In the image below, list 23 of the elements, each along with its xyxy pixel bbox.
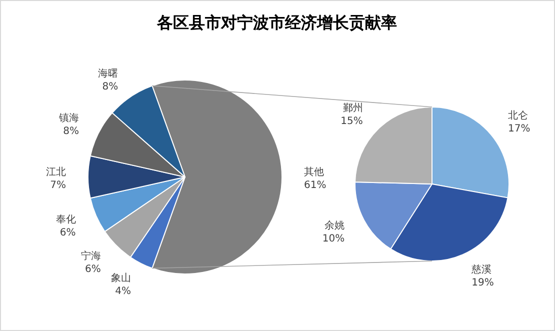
slice-label: 海曙 bbox=[98, 68, 118, 80]
data-label: 10% bbox=[322, 234, 345, 245]
data-label: 17% bbox=[508, 124, 530, 135]
data-label: 4% bbox=[115, 286, 131, 298]
data-label: 8% bbox=[63, 126, 79, 137]
slice-label: 北仑 bbox=[508, 110, 528, 122]
slice-label: 宁海 bbox=[80, 250, 101, 262]
slice-label: 象山 bbox=[110, 272, 131, 284]
slice-label: 鄞州 bbox=[342, 102, 363, 114]
slice-label: 慈溪 bbox=[470, 264, 492, 276]
slice-label: 余姚 bbox=[324, 220, 345, 232]
slice-label: 镇海 bbox=[58, 112, 79, 124]
data-label: 7% bbox=[50, 180, 66, 191]
slice-label: 奉化 bbox=[56, 213, 76, 226]
data-label: 8% bbox=[102, 82, 118, 93]
slice-label: 江北 bbox=[46, 166, 66, 178]
data-label: 6% bbox=[84, 264, 101, 276]
data-label: 61% bbox=[304, 180, 326, 191]
chart-title: 各区县市对宁波市经济增长贡献率 bbox=[156, 13, 397, 32]
slice-label: 其他 bbox=[304, 166, 324, 178]
data-label: 6% bbox=[60, 227, 76, 238]
data-label: 19% bbox=[472, 278, 494, 289]
data-label: 15% bbox=[340, 116, 363, 128]
